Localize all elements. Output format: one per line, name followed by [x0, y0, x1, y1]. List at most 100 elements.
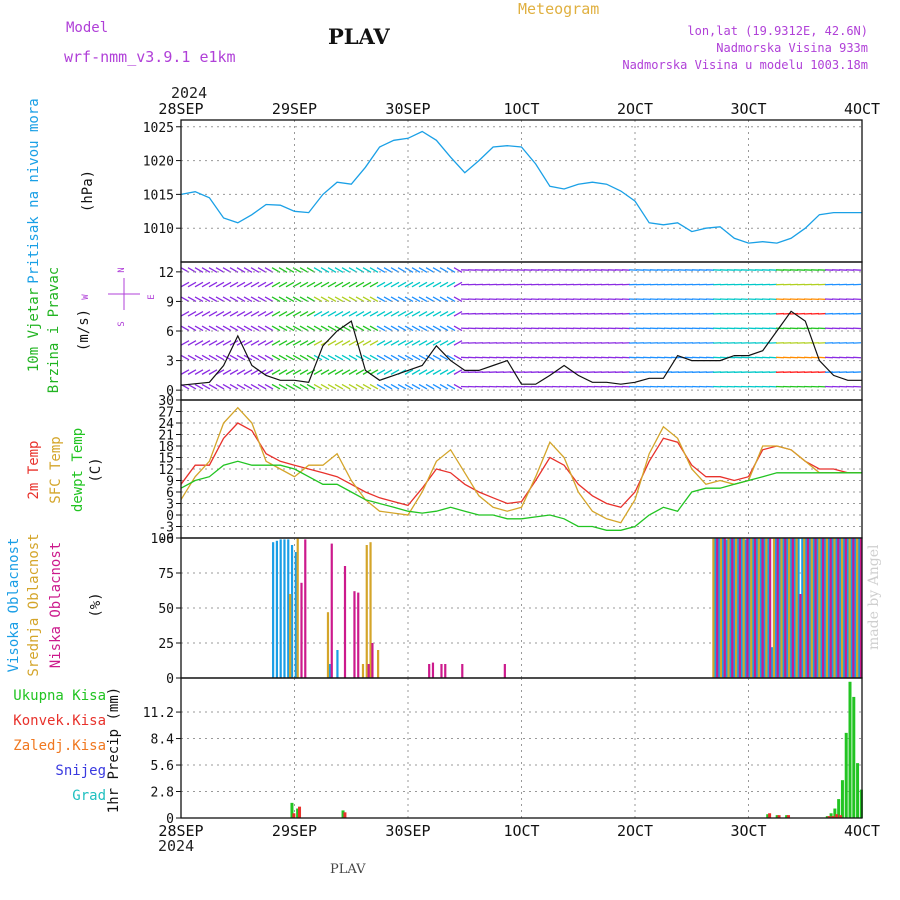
bar-visoka-oblacnost	[797, 538, 800, 678]
bar-niska-oblacnost	[304, 539, 307, 678]
meteogram-title: Meteogram	[518, 0, 600, 18]
bar-niska-oblacnost	[829, 538, 832, 678]
x-tick-label-bottom: 29SEP	[272, 822, 317, 840]
y-tick-label: 30	[158, 394, 174, 409]
bar-visoka-oblacnost	[789, 538, 793, 678]
bar-ukupna-kisa	[775, 815, 779, 818]
x-tick-label-top: 29SEP	[272, 100, 317, 118]
bar-visoka-oblacnost	[857, 538, 861, 678]
bar-niska-oblacnost	[300, 582, 303, 678]
bar-visoka-oblacnost	[774, 538, 777, 678]
model-elevation-label: Nadmorska Visina u modelu 1003.18m	[622, 58, 868, 72]
bar-visoka-oblacnost	[801, 538, 804, 678]
y-tick-label: 5.6	[151, 759, 174, 774]
bar-visoka-oblacnost	[831, 538, 834, 678]
bar-visoka-oblacnost	[294, 552, 297, 678]
bar-konvek-kisa	[343, 812, 347, 818]
y-tick-label: 100	[151, 532, 174, 547]
compass-east-label: E	[147, 294, 157, 299]
bar-visoka-oblacnost	[823, 538, 827, 678]
y-tick-label: 8.4	[151, 733, 175, 748]
bar-srednja-oblacnost	[856, 538, 859, 678]
bar-visoka-oblacnost	[729, 538, 732, 678]
elevation-label: Nadmorska Visina 933m	[716, 41, 868, 55]
bar-ukupna-kisa	[844, 732, 848, 818]
bar-niska-oblacnost	[799, 594, 802, 678]
x-tick-label-top: 3OCT	[730, 100, 766, 118]
bar-ukupna-kisa	[840, 780, 844, 818]
bar-srednja-oblacnost	[326, 612, 330, 678]
bar-visoka-oblacnost	[287, 539, 290, 678]
bar-ukupna-kisa	[766, 814, 770, 818]
cloud-grid: 0 25 50 75 100	[151, 532, 863, 687]
series-line-pritisak-na-nivou-mora	[180, 130, 862, 244]
bar-srednja-oblacnost	[833, 538, 836, 678]
y-axis-label: 1hr Precip (mm)	[106, 687, 122, 813]
bar-visoka-oblacnost	[804, 538, 808, 678]
precip-legend-label: Konvek.Kisa	[13, 713, 106, 729]
y-axis-label: Brzina i Pravac	[46, 267, 62, 393]
y-tick-label: 6	[166, 486, 174, 501]
y-tick-label: 1015	[143, 188, 174, 203]
precip-legend-label: Ukupna Kisa	[13, 688, 106, 704]
bar-srednja-oblacnost	[719, 538, 723, 678]
bar-visoka-oblacnost	[336, 650, 339, 678]
y-axis-label: 2m Temp	[26, 440, 42, 499]
bar-niska-oblacnost	[837, 538, 840, 678]
bar-visoka-oblacnost	[275, 540, 279, 678]
bar-srednja-oblacnost	[765, 538, 768, 678]
bar-srednja-oblacnost	[735, 538, 738, 678]
bar-visoka-oblacnost	[752, 538, 755, 678]
bar-visoka-oblacnost	[835, 538, 838, 678]
bar-niska-oblacnost	[731, 538, 734, 678]
bar-konvek-kisa	[292, 813, 296, 818]
bar-srednja-oblacnost	[772, 538, 776, 678]
y-tick-label: 15	[158, 452, 174, 467]
series-line-dewpt-temp	[180, 460, 862, 531]
y-tick-label: 25	[158, 637, 174, 652]
bar-visoka-oblacnost	[714, 538, 717, 678]
bar-ukupna-kisa	[837, 799, 841, 818]
bar-srednja-oblacnost	[848, 538, 851, 678]
bar-ukupna-kisa	[825, 816, 829, 818]
bar-visoka-oblacnost	[725, 539, 728, 678]
bar-konvek-kisa	[839, 815, 843, 818]
y-tick-label: 0	[166, 509, 174, 524]
compass-rose: N W E S	[81, 267, 157, 326]
bar-visoka-oblacnost	[827, 538, 830, 678]
bar-visoka-oblacnost	[854, 538, 857, 678]
pressure-grid: 1010 1015 1020 1025	[143, 120, 863, 262]
bar-srednja-oblacnost	[289, 594, 292, 678]
bar-visoka-oblacnost	[272, 542, 275, 678]
y-axis-label: Visoka Oblacnost	[6, 538, 22, 673]
bar-ukupna-kisa	[829, 813, 833, 818]
bar-niska-oblacnost	[859, 538, 863, 678]
x-tick-label-top: 4OCT	[844, 100, 880, 118]
series-line-brzina	[180, 310, 862, 386]
bar-visoka-oblacnost	[839, 538, 842, 678]
bar-niska-oblacnost	[367, 664, 370, 678]
precip-legend-label: Zaledj.Kisa	[13, 738, 106, 754]
bar-niska-oblacnost	[761, 538, 764, 678]
compass-west-label: W	[81, 294, 91, 300]
bar-visoka-oblacnost	[846, 538, 849, 678]
bar-konvek-kisa	[827, 816, 831, 818]
bar-srednja-oblacnost	[742, 538, 745, 678]
bar-visoka-oblacnost	[770, 647, 774, 678]
lonlat-label: lon,lat (19.9312E, 42.6N)	[687, 24, 868, 38]
bar-niska-oblacnost	[428, 664, 431, 678]
x-tick-label-top: 2OCT	[617, 100, 653, 118]
y-axis-label: (C)	[88, 457, 104, 482]
year-top: 2024	[171, 84, 208, 102]
bar-niska-oblacnost	[343, 566, 347, 678]
bar-visoka-oblacnost	[812, 538, 815, 678]
model-name: wrf-nmm_v3.9.1 e1km	[64, 48, 236, 66]
precip-legend-label: Grad	[72, 788, 106, 804]
y-tick-label: 18	[158, 440, 174, 455]
bar-ukupna-kisa	[833, 808, 837, 818]
y-tick-label: 0	[166, 384, 174, 399]
bar-ukupna-kisa	[341, 810, 345, 818]
